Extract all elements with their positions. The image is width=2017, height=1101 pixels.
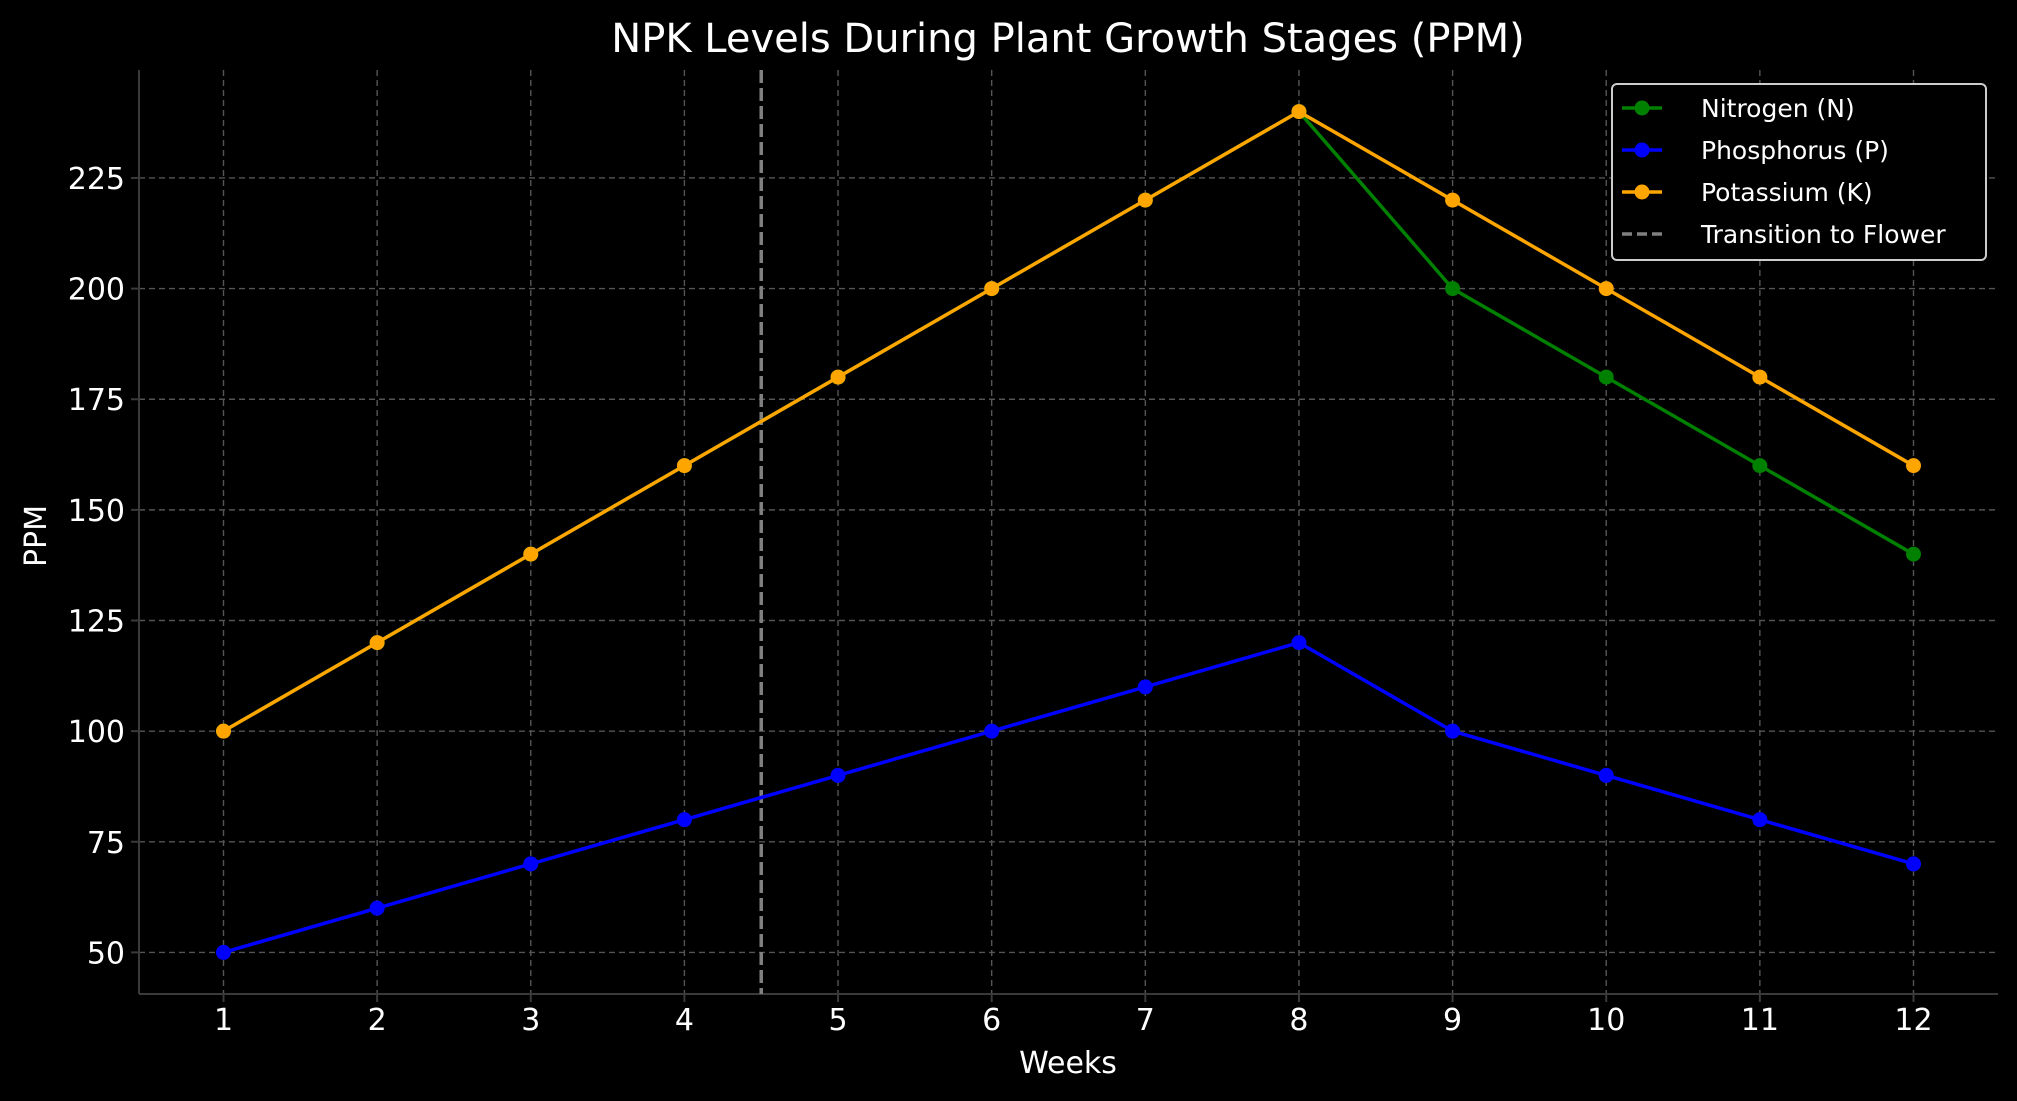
data-point [830,369,846,385]
data-point [1291,635,1307,651]
y-tick-label: 50 [87,936,125,971]
data-point [676,458,692,474]
data-point [369,900,385,916]
grid-lines [139,70,1998,994]
data-point [676,812,692,828]
y-tick-label: 75 [87,826,125,861]
x-tick-label: 12 [1894,1003,1932,1038]
x-tick-label: 3 [521,1003,540,1038]
series-2 [216,635,1921,960]
y-axis-label: PPM [19,505,54,567]
x-tick-label: 5 [828,1003,847,1038]
x-tick-label: 4 [675,1003,694,1038]
legend-entry: Potassium (K) [1622,178,1873,207]
legend: Nitrogen (N) Phosphorus (P) Potassium (K) T… [1611,83,1987,261]
legend-entry: Transition to Flower [1622,220,1946,249]
x-tick-label: 10 [1587,1003,1625,1038]
series-layer [216,104,1921,960]
legend-label: Nitrogen (N) [1701,94,1855,123]
series-3 [216,104,1921,739]
x-tick-label: 6 [982,1003,1001,1038]
data-point [1752,458,1768,474]
data-point [1137,679,1153,695]
series-line [223,640,1914,955]
data-point [1906,856,1921,872]
y-tick-label: 100 [68,715,125,750]
legend-swatch-marker [1634,100,1650,116]
legend-box [1611,83,1987,261]
y-tick-label: 175 [68,383,125,418]
data-point [1598,281,1614,297]
y-tick-label: 150 [68,494,125,529]
data-point [1137,192,1153,208]
legend-swatch-marker [1634,184,1650,200]
data-point [1445,723,1461,739]
chart-title: NPK Levels During Plant Growth Stages (P… [611,16,1524,62]
x-tick-label: 7 [1136,1003,1155,1038]
data-point [1752,812,1768,828]
y-tick-label: 200 [68,273,125,308]
data-point [369,635,385,651]
series-line [222,109,1915,733]
data-point [216,944,231,960]
y-tick-label: 225 [68,162,125,197]
data-point [984,723,1000,739]
x-tick-label: 9 [1443,1003,1462,1038]
legend-label: Phosphorus (P) [1701,136,1889,165]
data-point [1445,281,1461,297]
data-point [216,723,231,739]
legend-entry: Phosphorus (P) [1622,136,1889,165]
data-point [523,856,539,872]
data-point [1906,458,1921,474]
data-point [1445,192,1461,208]
axes [131,70,1998,1002]
legend-entry: Nitrogen (N) [1622,94,1855,123]
x-tick-label: 8 [1289,1003,1308,1038]
x-axis-label: Weeks [1019,1046,1117,1081]
legend-label: Potassium (K) [1701,178,1873,207]
data-point [984,281,1000,297]
legend-label: Transition to Flower [1700,220,1946,249]
data-point [1598,767,1614,783]
data-point [1598,369,1614,385]
x-tick-label: 11 [1741,1003,1779,1038]
data-point [1291,104,1307,120]
x-tick-label: 2 [368,1003,387,1038]
x-tick-label: 1 [214,1003,233,1038]
data-point [523,546,539,562]
data-point [830,767,846,783]
y-tick-label: 125 [68,605,125,640]
data-point [1752,369,1768,385]
data-point [1906,546,1921,562]
legend-swatch-marker [1634,142,1650,158]
